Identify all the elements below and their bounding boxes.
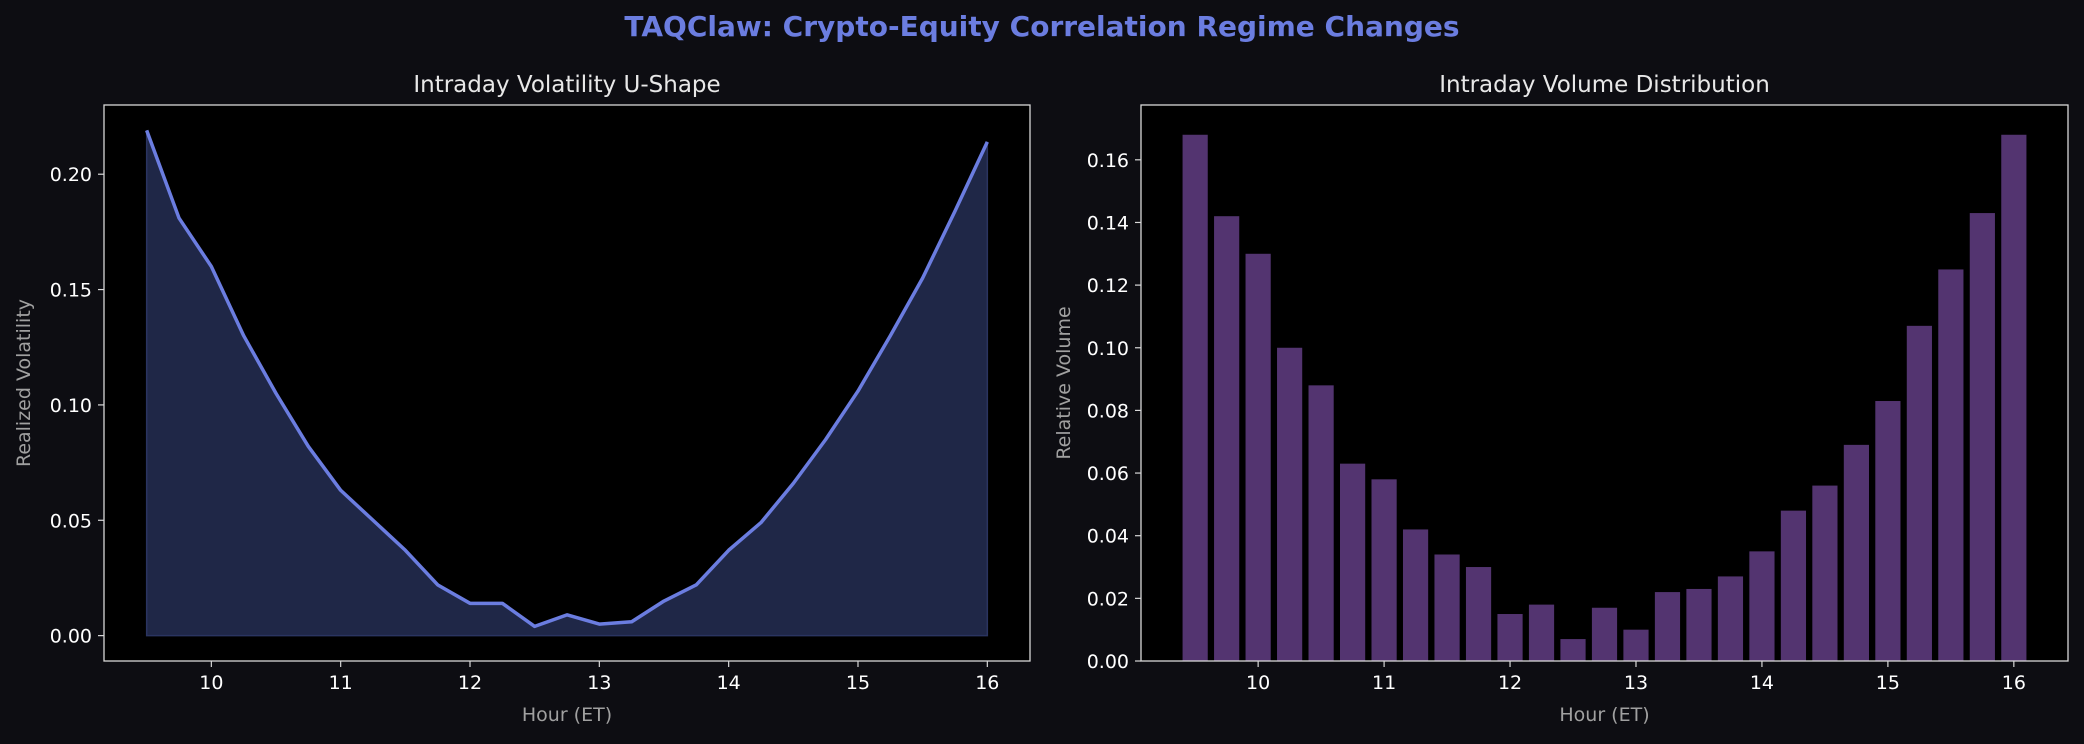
x-tick-label: 15 [846, 672, 870, 694]
volume-chart: Intraday Volume Distribution 10 11 12 13 14 15… [1053, 72, 2068, 726]
volume-bar [1183, 135, 1208, 661]
y-tick-label: 0.10 [50, 395, 92, 417]
x-tick-label: 10 [199, 672, 223, 694]
volume-bar [1277, 348, 1302, 661]
volume-bar [1781, 511, 1806, 661]
volume-bar [1403, 529, 1428, 661]
x-tick-label: 14 [717, 672, 741, 694]
y-tick-label: 0.00 [50, 626, 92, 648]
x-axis-label: Hour (ET) [1559, 704, 1649, 726]
volume-bar [1907, 326, 1932, 661]
volume-bar [1686, 589, 1711, 661]
volume-bar [1434, 554, 1459, 661]
volume-bar [1560, 639, 1585, 661]
volume-bar [1592, 608, 1617, 661]
volume-bar [1875, 401, 1900, 661]
y-tick-label: 0.04 [1087, 526, 1129, 548]
volume-bar [1214, 216, 1239, 661]
y-tick-label: 0.05 [50, 510, 92, 532]
volume-bar [1749, 551, 1774, 661]
x-axis-label: Hour (ET) [522, 704, 612, 726]
y-tick-label: 0.06 [1087, 463, 1129, 485]
x-tick-label: 12 [1498, 672, 1522, 694]
volume-bar [1718, 576, 1743, 661]
volume-bar [1497, 614, 1522, 661]
x-tick-label: 12 [458, 672, 482, 694]
volume-bar [1340, 464, 1365, 661]
chart-title: Intraday Volatility U-Shape [413, 72, 720, 98]
y-tick-label: 0.16 [1087, 150, 1129, 172]
volatility-chart: Intraday Volatility U-Shape 10 11 12 13 14 15 1… [13, 72, 1030, 726]
x-tick-label: 13 [1624, 672, 1648, 694]
y-tick-label: 0.02 [1087, 588, 1129, 610]
volume-bar [1812, 486, 1837, 661]
volume-bar [1309, 385, 1334, 661]
y-tick-label: 0.10 [1087, 338, 1129, 360]
y-tick-label: 0.00 [1087, 651, 1129, 673]
y-tick-label: 0.14 [1087, 212, 1129, 234]
x-tick-label: 10 [1246, 672, 1270, 694]
volume-bar [1655, 592, 1680, 661]
volume-bar [1938, 269, 1963, 661]
volume-bar [1466, 567, 1491, 661]
chart-title: Intraday Volume Distribution [1439, 72, 1770, 98]
x-tick-label: 11 [1372, 672, 1396, 694]
volume-bar [1246, 254, 1271, 661]
volume-bar [1970, 213, 1995, 661]
volume-bar [1529, 605, 1554, 661]
x-tick-label: 16 [2002, 672, 2026, 694]
x-tick-label: 15 [1876, 672, 1900, 694]
y-tick-label: 0.08 [1087, 400, 1129, 422]
x-tick-label: 16 [975, 672, 999, 694]
volume-bar [1844, 445, 1869, 661]
y-axis-label: Realized Volatility [13, 299, 35, 467]
x-tick-label: 13 [587, 672, 611, 694]
x-tick-label: 14 [1750, 672, 1774, 694]
figure-title: TAQClaw: Crypto-Equity Correlation Regim… [624, 10, 1459, 43]
y-tick-label: 0.15 [50, 280, 92, 302]
y-tick-label: 0.20 [50, 164, 92, 186]
volume-bar [2001, 135, 2026, 661]
volume-bar [1371, 479, 1396, 661]
x-tick-label: 11 [329, 672, 353, 694]
volume-bar [1623, 630, 1648, 661]
y-axis-label: Relative Volume [1053, 306, 1075, 459]
y-tick-label: 0.12 [1087, 275, 1129, 297]
